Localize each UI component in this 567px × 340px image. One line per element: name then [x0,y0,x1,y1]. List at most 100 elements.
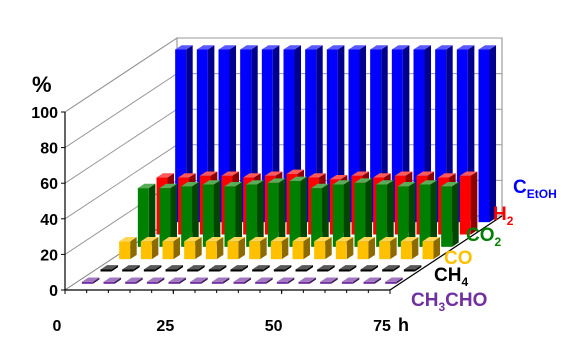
bars [81,45,497,284]
bar-top [329,175,348,180]
bar [140,237,159,260]
bar-side [222,277,230,284]
bar-front [382,269,394,272]
bar-front [143,269,155,272]
bar-top [240,45,258,50]
bar-top [320,277,338,282]
bar-top [292,237,311,242]
bar-side [371,265,379,272]
series-CH4 [100,265,422,272]
bar-side [284,265,292,272]
bar-top [456,45,475,50]
bar-top [199,171,218,176]
bar-front [370,49,382,223]
bar [478,45,497,223]
bar-top [122,265,140,270]
bar-side [281,237,289,260]
bar-front [459,175,471,235]
bar [320,277,338,284]
series-label: CEtOH [513,177,557,201]
bar-top [125,277,143,282]
bar-side [278,178,286,247]
bar-top [156,173,175,178]
series-label: CO [444,248,473,269]
bar [273,265,292,272]
bar-top [143,265,162,270]
bar-top [341,277,360,282]
bar [119,237,137,260]
bar-side [387,180,394,247]
bar [292,237,311,260]
bar-front [422,241,434,260]
bar-side [170,183,178,247]
depth-axis [389,215,503,291]
bar-top [413,45,432,50]
axes [61,111,503,294]
bar-front [360,269,372,272]
bar-side [213,180,221,247]
bar-side [414,265,422,272]
bar-top [348,45,367,50]
bar-top [422,237,441,242]
bar-top [400,237,419,242]
bar-top [397,181,416,187]
bar-top [246,180,264,185]
bar-top [261,45,280,50]
bar-front [403,269,415,272]
bar-side [219,265,227,272]
y-axis-label: % [32,72,52,97]
bar [211,277,230,284]
bar-side [266,277,273,284]
bar-front [267,182,279,247]
bar-side [133,265,140,272]
bar-front [379,241,391,260]
bar-front [273,269,285,272]
bar-side [328,265,335,272]
bar-top [305,45,323,50]
bar-front [326,49,338,223]
gridline [64,37,502,113]
bar-side [216,237,224,260]
bar [202,180,221,247]
bar-top [137,183,156,189]
bar-top [140,237,159,242]
bar-side [176,265,184,272]
bar [360,265,379,272]
bar-top [311,183,329,189]
bar [255,277,273,284]
bar-front [103,281,115,284]
bar-front [211,281,223,284]
bar-front [119,241,131,260]
bar-top [317,265,335,270]
bar [122,265,140,272]
bar-top [159,183,178,189]
bar-front [159,188,171,247]
series-label: H2 [493,204,514,228]
bar-side [374,277,382,284]
bar [379,237,397,260]
bar-front [348,49,360,223]
x-tick-label: 50 [265,318,283,335]
bar-side [368,237,376,260]
bar [125,277,143,284]
bar-side [198,265,205,272]
bar-top [438,173,456,178]
bar-top [286,169,305,174]
bar-side [331,277,338,284]
bar-side [470,171,478,235]
bar [137,183,156,247]
bar-side [151,237,159,260]
bar-side [179,277,187,284]
bar-front [81,281,93,284]
y-tick-label: 20 [40,247,58,264]
bar-front [435,49,447,223]
bar-top [175,45,193,50]
bar-front [255,281,267,284]
bar [400,237,419,260]
bar-side [325,237,332,260]
bar-top [332,180,351,185]
bar-front [311,188,323,247]
bar-front [456,49,468,223]
bar-side [306,265,314,272]
